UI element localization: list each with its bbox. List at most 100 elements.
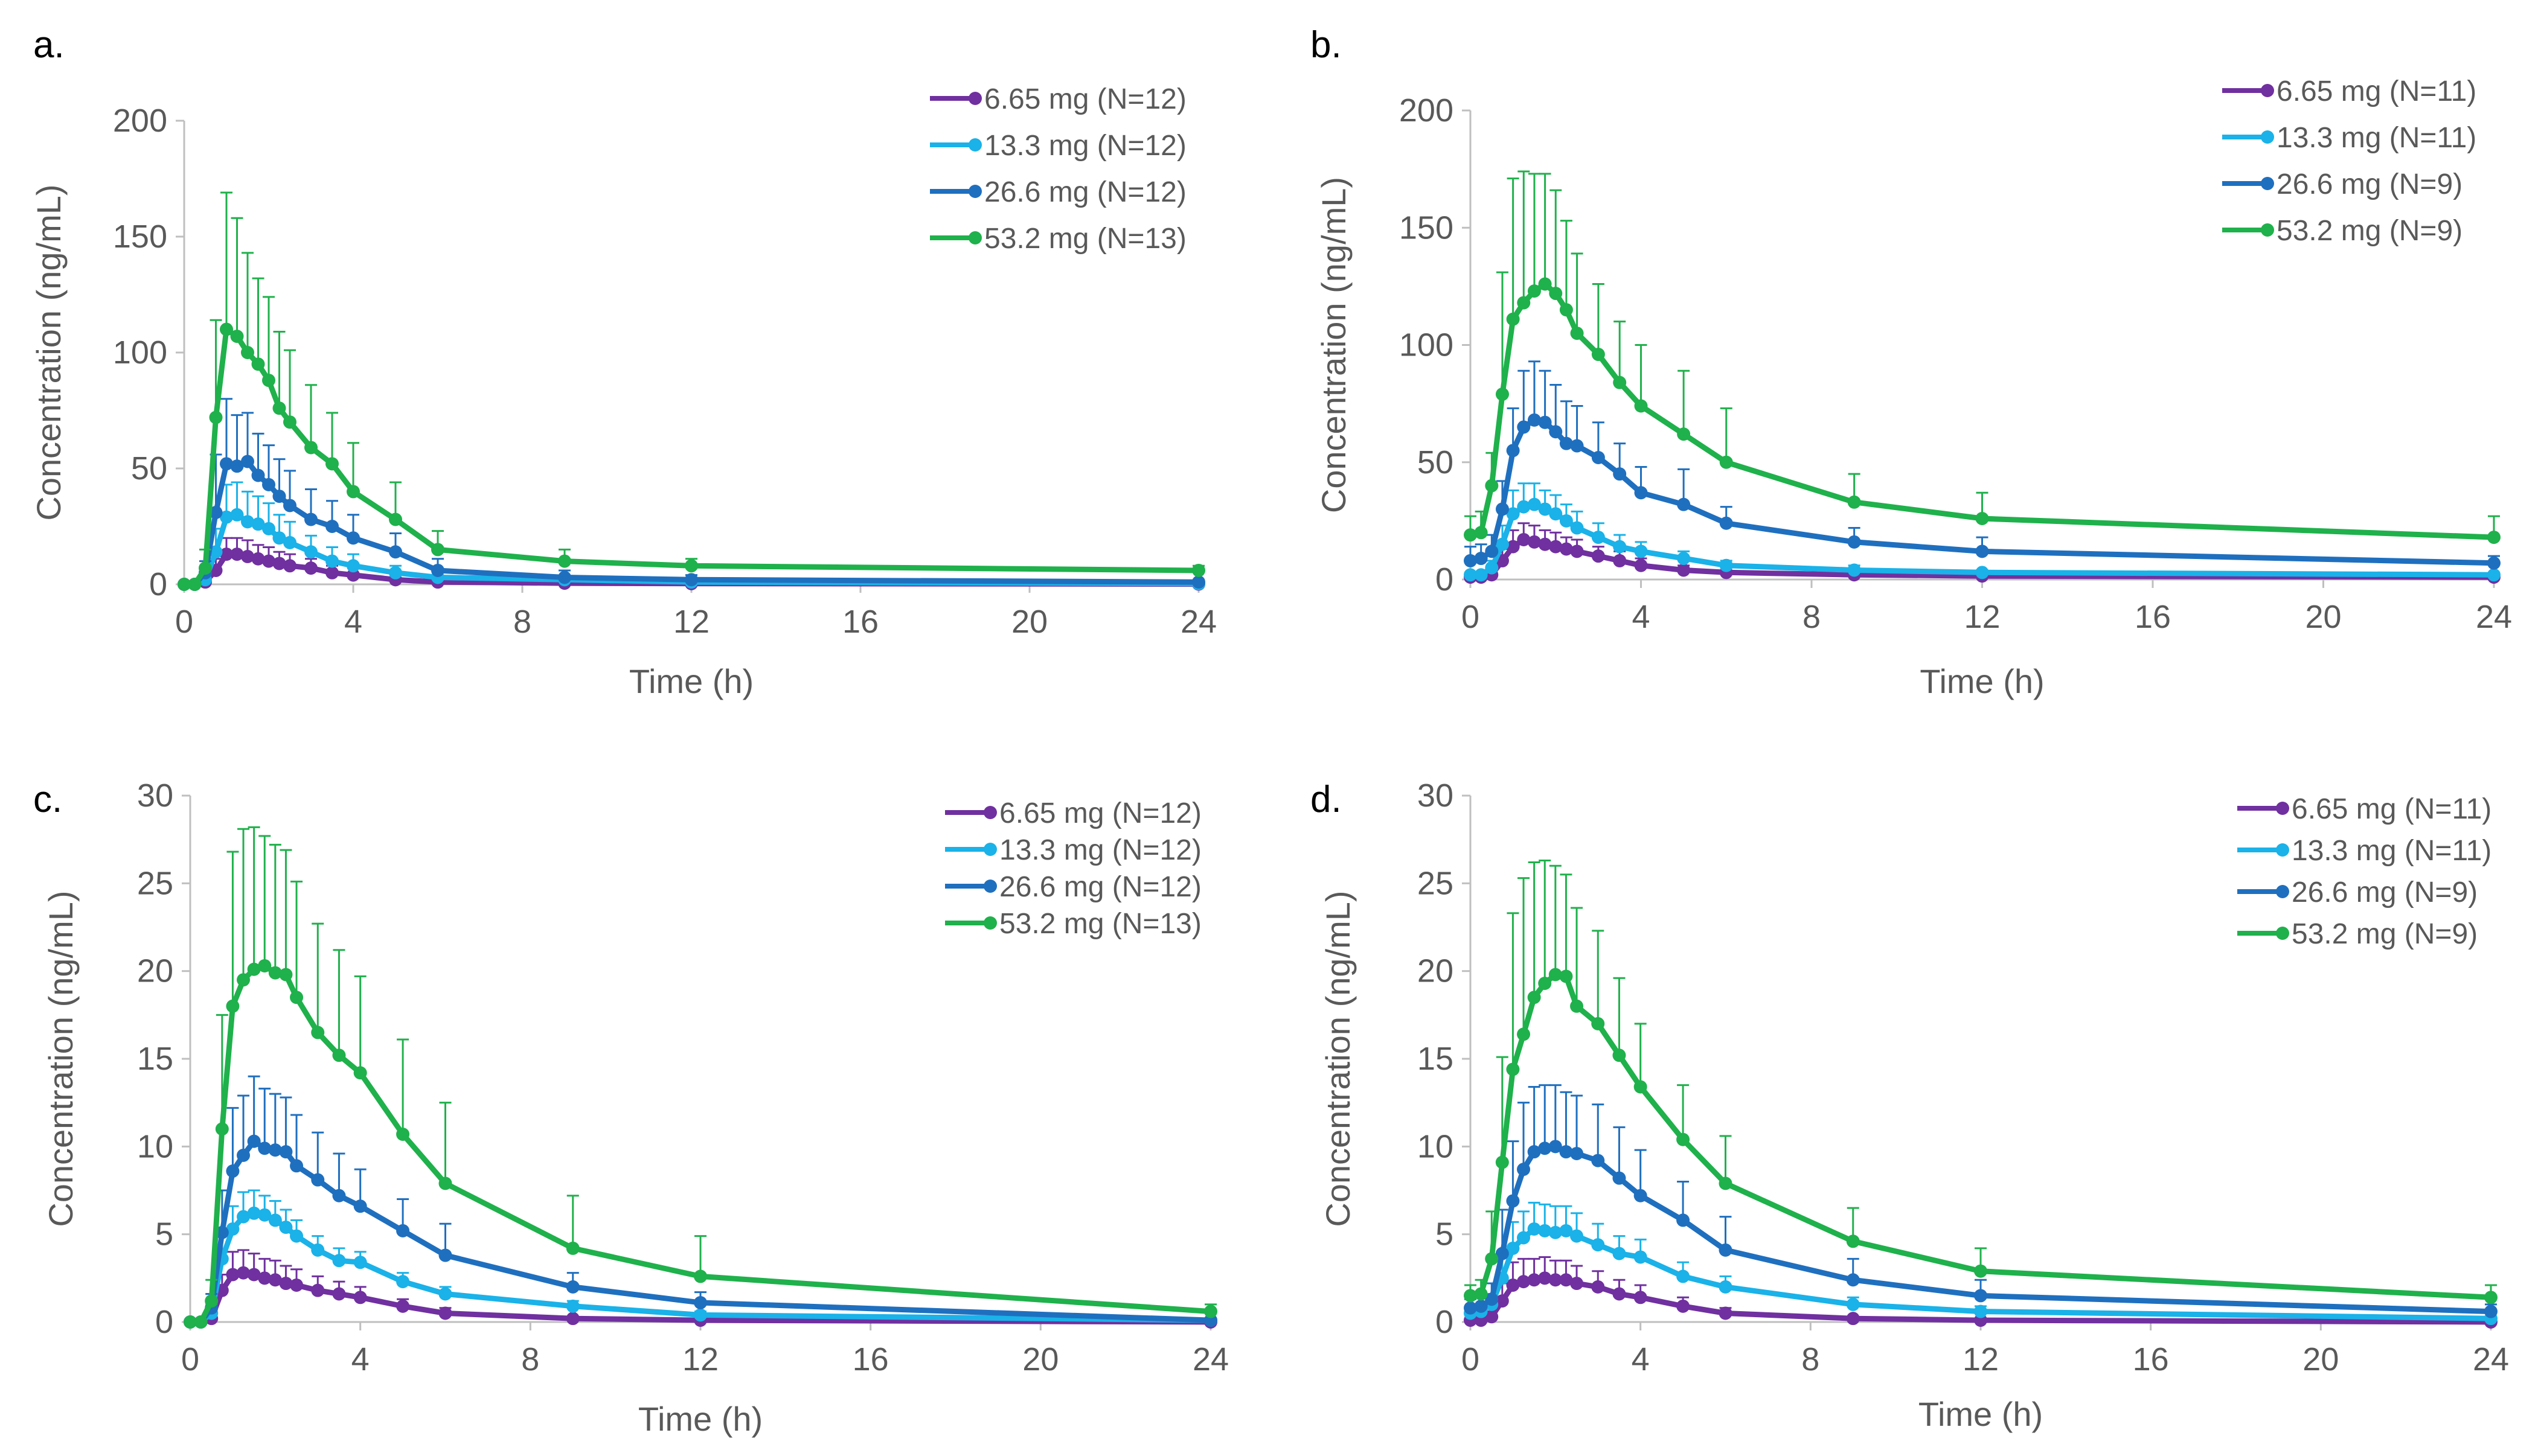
data-point <box>311 1173 325 1187</box>
data-point <box>1527 284 1541 298</box>
legend-label: 13.3 mg (N=11) <box>2277 122 2476 154</box>
data-point <box>1633 1189 1647 1202</box>
data-point <box>241 346 254 359</box>
data-point <box>290 991 304 1004</box>
y-tick-label: 25 <box>137 865 173 901</box>
data-point <box>1847 535 1861 549</box>
data-point <box>332 1189 346 1202</box>
data-point <box>396 1275 410 1289</box>
data-point <box>1474 1299 1488 1313</box>
y-tick-label: 0 <box>149 566 167 602</box>
data-point <box>1559 969 1573 983</box>
data-point <box>347 531 360 545</box>
data-point <box>279 968 293 982</box>
x-axis-title: Time (h) <box>638 1400 763 1438</box>
data-point <box>389 512 402 526</box>
legend-label: 13.3 mg (N=12) <box>999 834 1202 866</box>
legend: 6.65 mg (N=12) 13.3 mg (N=12) 26.6 mg (N=1… <box>945 797 1202 940</box>
data-point <box>188 578 202 591</box>
legend-swatch-marker <box>984 916 997 930</box>
data-point <box>325 520 339 533</box>
data-point <box>1633 1291 1647 1304</box>
data-point <box>230 330 244 343</box>
legend-label: 26.6 mg (N=9) <box>2292 876 2478 908</box>
data-point <box>1474 552 1488 566</box>
data-point <box>1548 1140 1562 1154</box>
data-point <box>1719 1243 1732 1257</box>
data-point <box>1495 1155 1509 1169</box>
x-tick-label: 12 <box>1963 1341 1999 1378</box>
legend-swatch-marker <box>2276 885 2289 898</box>
series-line <box>184 327 1199 587</box>
series-1 <box>1464 522 2501 584</box>
data-point <box>258 1208 272 1222</box>
data-point <box>1506 507 1520 521</box>
data-point <box>1591 348 1605 362</box>
data-point <box>1485 1310 1499 1324</box>
data-point <box>1591 1017 1605 1030</box>
data-point <box>1517 1027 1531 1041</box>
y-tick-label: 200 <box>113 103 167 139</box>
data-point <box>332 1049 346 1062</box>
data-point <box>194 1315 208 1329</box>
data-point <box>1495 537 1509 551</box>
x-tick-label: 20 <box>1011 604 1048 640</box>
data-point <box>1974 1289 1987 1303</box>
chart-panel-4: d. 0 5 10 15 20 25 30 0 4 8 12 16 20 24 Time (h) Concent… <box>1310 777 2509 1433</box>
x-axis-title: Time (h) <box>1918 1395 2043 1433</box>
data-point <box>226 1222 240 1236</box>
x-tick-label: 16 <box>842 604 879 640</box>
legend-label: 26.6 mg (N=12) <box>984 176 1187 208</box>
data-point <box>2487 531 2501 544</box>
x-tick-label: 16 <box>2133 1341 2169 1378</box>
data-point <box>1464 1289 1477 1303</box>
legend: 6.65 mg (N=11) 13.3 mg (N=11) 26.6 mg (N=9… <box>2237 793 2491 950</box>
data-point <box>1676 1132 1690 1146</box>
data-point <box>283 535 296 549</box>
data-point <box>1591 549 1605 563</box>
y-tick-label: 5 <box>155 1216 173 1253</box>
data-point <box>241 455 254 468</box>
legend-label: 53.2 mg (N=13) <box>999 908 1202 940</box>
data-point <box>1677 427 1691 441</box>
x-axis-title: Time (h) <box>629 662 754 700</box>
data-point <box>268 966 282 980</box>
data-point <box>209 545 223 559</box>
data-point <box>304 441 318 455</box>
data-point <box>251 357 265 371</box>
data-point <box>1549 425 1563 439</box>
data-point <box>226 1268 240 1282</box>
data-point <box>237 1266 251 1280</box>
data-point <box>311 1283 325 1297</box>
data-point <box>325 566 339 580</box>
data-point <box>209 505 223 519</box>
series-3 <box>178 398 1205 591</box>
data-point <box>1485 479 1499 493</box>
data-point <box>1570 439 1584 453</box>
data-point <box>1538 1271 1552 1285</box>
data-point <box>1192 563 1205 577</box>
data-point <box>353 1256 367 1269</box>
data-point <box>1719 1177 1732 1190</box>
data-point <box>241 515 254 529</box>
data-point <box>1677 563 1691 577</box>
legend: 6.65 mg (N=12) 13.3 mg (N=12) 26.6 mg (N=1… <box>930 83 1187 255</box>
data-point <box>353 1291 367 1304</box>
data-point <box>1538 1141 1552 1155</box>
data-point <box>237 1148 251 1162</box>
data-point <box>1559 436 1573 450</box>
y-tick-label: 150 <box>113 219 167 255</box>
legend-label: 53.2 mg (N=13) <box>984 223 1187 255</box>
data-point <box>237 973 251 987</box>
data-point <box>215 1225 229 1239</box>
data-point <box>1591 450 1605 464</box>
data-point <box>1677 552 1691 566</box>
data-point <box>1846 1273 1860 1287</box>
data-point <box>226 999 240 1013</box>
data-point <box>1677 497 1691 511</box>
data-point <box>178 578 191 591</box>
x-tick-label: 20 <box>2305 599 2341 635</box>
data-point <box>1559 1145 1573 1159</box>
data-point <box>1527 1273 1541 1287</box>
data-point <box>1506 1241 1520 1255</box>
